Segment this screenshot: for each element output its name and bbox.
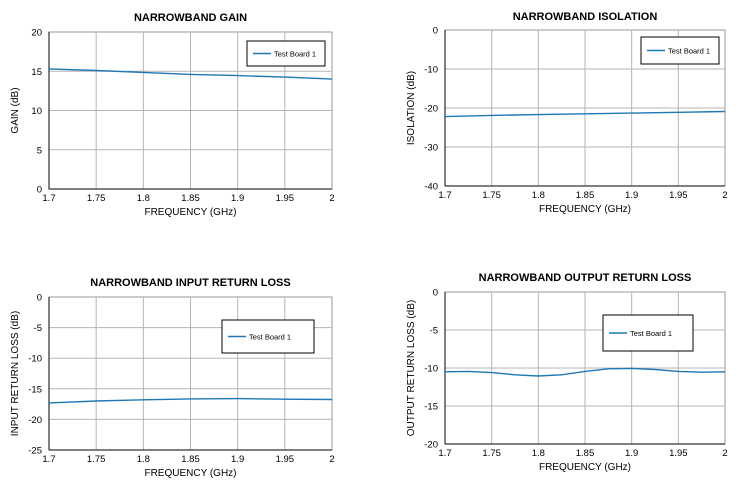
x-tick-label: 1.9 xyxy=(625,190,638,201)
y-tick-label: 0 xyxy=(433,288,438,299)
y-tick-label: -20 xyxy=(424,104,438,115)
x-tick-label: 1.75 xyxy=(87,193,106,204)
x-tick-label: 1.95 xyxy=(669,190,688,201)
legend-label: Test Board 1 xyxy=(630,329,672,338)
x-tick-label: 1.7 xyxy=(438,448,451,459)
series-line xyxy=(48,68,333,80)
gain-chart: 1.7 1.75 1.8 1.85 1.9 1.95 205101520NARROWBAND… xyxy=(10,12,335,218)
y-tick-label: -40 xyxy=(424,182,438,193)
y-tick-label: -10 xyxy=(424,65,438,76)
x-tick-label: 1.7 xyxy=(438,190,451,201)
y-axis-label: ISOLATION (dB) xyxy=(406,71,417,145)
x-tick-label: 2 xyxy=(722,190,727,201)
x-tick-label: 1.95 xyxy=(276,454,295,465)
x-tick-label: 2 xyxy=(329,193,334,204)
y-tick-label: -20 xyxy=(28,415,42,426)
y-axis-label: GAIN (dB) xyxy=(10,87,21,133)
y-tick-label: 0 xyxy=(37,293,42,304)
isolation-chart: 1.7 1.75 1.8 1.85 1.9 1.95 2 -40 -30 -20 -10 0 NARRO… xyxy=(406,11,728,215)
x-axis-label: FREQUENCY (GHz) xyxy=(144,207,236,218)
y-axis-label: INPUT RETURN LOSS (dB) xyxy=(10,311,21,436)
y-tick-label: 15 xyxy=(31,67,42,78)
y-tick-label: 0 xyxy=(37,185,42,196)
y-tick-label: -15 xyxy=(28,384,42,395)
legend-label: Test Board 1 xyxy=(274,49,316,58)
series-line xyxy=(444,110,726,118)
y-tick-label: -10 xyxy=(424,364,438,375)
y-axis-label: OUTPUT RETURN LOSS (dB) xyxy=(406,300,417,437)
x-tick-label: 1.9 xyxy=(625,448,638,459)
x-tick-label: 1.85 xyxy=(181,454,200,465)
x-tick-label: 1.7 xyxy=(42,454,55,465)
legend-label: Test Board 1 xyxy=(668,46,710,55)
x-tick-label: 1.85 xyxy=(181,193,200,204)
x-tick-label: 1.75 xyxy=(482,448,501,459)
x-tick-label: 1.95 xyxy=(276,193,295,204)
y-tick-label: -20 xyxy=(424,440,438,451)
y-tick-label: 5 xyxy=(37,145,42,156)
x-axis-label: FREQUENCY (GHz) xyxy=(144,468,236,479)
y-tick-label: -25 xyxy=(28,446,42,457)
series-line xyxy=(48,397,333,404)
x-tick-label: 1.8 xyxy=(137,193,150,204)
x-tick-label: 1.75 xyxy=(482,190,501,201)
x-tick-label: 1.75 xyxy=(87,454,106,465)
chart-title: NARROWBAND INPUT RETURN LOSS xyxy=(90,277,290,289)
y-tick-label: -30 xyxy=(424,143,438,154)
x-tick-label: 1.9 xyxy=(231,193,244,204)
y-tick-label: 20 xyxy=(31,28,42,39)
x-tick-label: 1.85 xyxy=(576,190,595,201)
x-tick-label: 2 xyxy=(329,454,334,465)
x-axis-label: FREQUENCY (GHz) xyxy=(539,462,631,473)
chart-title: NARROWBAND GAIN xyxy=(134,12,247,24)
x-tick-label: 2 xyxy=(722,448,727,459)
x-tick-label: 1.95 xyxy=(669,448,688,459)
y-tick-label: -5 xyxy=(430,326,438,337)
chart-title: NARROWBAND ISOLATION xyxy=(513,11,658,23)
output-return-loss-chart: 1.7 1.75 1.8 1.85 1.9 1.95 2 -20 -15 -10 -5 0 NARROW… xyxy=(406,272,728,473)
chart-title: NARROWBAND OUTPUT RETURN LOSS xyxy=(479,272,692,284)
x-tick-label: 1.7 xyxy=(42,193,55,204)
y-tick-label: 10 xyxy=(31,106,42,117)
x-axis-label: FREQUENCY (GHz) xyxy=(539,204,631,215)
series-line xyxy=(444,367,726,377)
legend-label: Test Board 1 xyxy=(249,332,291,341)
y-tick-label: 0 xyxy=(433,26,438,37)
x-tick-label: 1.9 xyxy=(231,454,244,465)
x-tick-label: 1.8 xyxy=(137,454,150,465)
y-tick-label: -10 xyxy=(28,354,42,365)
x-tick-label: 1.8 xyxy=(532,448,545,459)
x-tick-label: 1.8 xyxy=(532,190,545,201)
y-tick-label: -15 xyxy=(424,402,438,413)
x-tick-label: 1.85 xyxy=(576,448,595,459)
y-tick-label: -5 xyxy=(34,323,42,334)
input-return-loss-chart: 1.7 1.75 1.8 1.85 1.9 1.95 2 -25 -20 -15 -10 -5 0 NAR… xyxy=(10,277,335,479)
